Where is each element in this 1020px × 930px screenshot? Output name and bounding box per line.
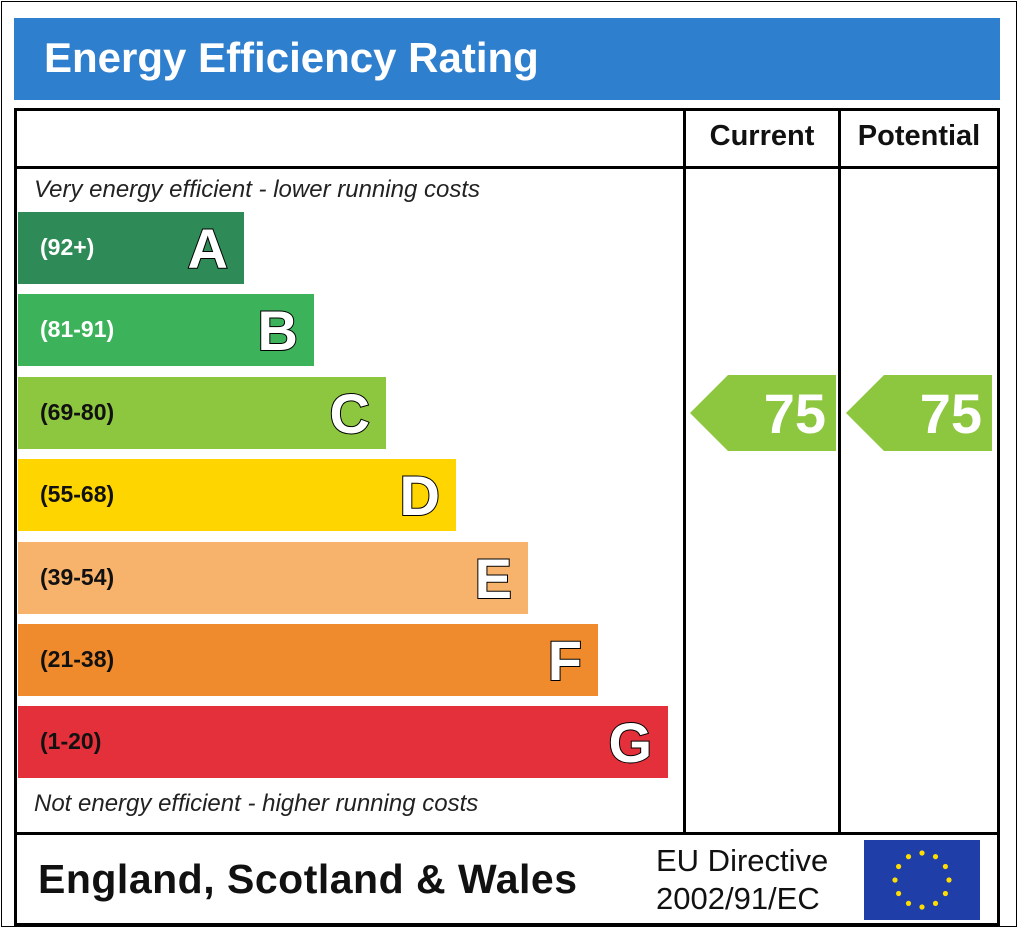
band-letter: F: [547, 628, 583, 693]
band-range-label: (1-20): [40, 728, 102, 754]
band-range-label: (92+): [40, 234, 95, 260]
eu-star: [905, 854, 912, 860]
header-divider: [14, 166, 1000, 169]
band-range-label: (21-38): [40, 646, 115, 672]
band-a: (92+) A: [18, 212, 244, 284]
band-range-label: (69-80): [40, 399, 115, 425]
eu-star: [919, 850, 925, 856]
band-c: (69-80) C: [18, 377, 386, 449]
eu-star: [942, 890, 948, 897]
title-banner: Energy Efficiency Rating: [14, 18, 1000, 100]
eu-star: [946, 877, 952, 883]
eu-directive: EU Directive 2002/91/EC: [656, 842, 828, 918]
potential-rating-arrow: 75: [846, 375, 992, 451]
band-letter: D: [399, 463, 441, 528]
current-column-header: Current: [709, 120, 815, 152]
band-g: (1-20) G: [18, 706, 668, 778]
band-letter: A: [187, 216, 229, 281]
page-title: Energy Efficiency Rating: [44, 34, 539, 81]
band-b: (81-91) B: [18, 294, 314, 366]
band-letter: C: [329, 381, 371, 446]
band-d: (55-68) D: [18, 459, 456, 531]
current-column-divider: [683, 108, 686, 834]
potential-column-header: Potential: [857, 120, 981, 152]
rating-table: [14, 108, 1000, 926]
eu-directive-line2: 2002/91/EC: [656, 881, 820, 916]
footer-divider: [14, 832, 1000, 835]
eu-star: [942, 863, 948, 870]
band-e: (39-54) E: [18, 542, 528, 614]
bottom-caption: Not energy efficient - higher running co…: [34, 790, 479, 817]
current-rating-value: 75: [763, 382, 826, 445]
eu-star: [896, 890, 902, 897]
band-letter: B: [257, 298, 299, 363]
band-range-label: (55-68): [40, 481, 115, 507]
eu-flag-icon: [864, 840, 980, 920]
band-f: (21-38) F: [18, 624, 598, 696]
band-range-label: (39-54): [40, 564, 115, 590]
eu-star: [932, 900, 939, 906]
eu-star: [932, 854, 939, 860]
eu-star: [905, 900, 912, 906]
current-rating-arrow: 75: [690, 375, 836, 451]
eu-star: [919, 904, 925, 910]
potential-rating-value: 75: [919, 382, 982, 445]
eu-directive-line1: EU Directive: [656, 843, 829, 878]
top-caption: Very energy efficient - lower running co…: [34, 176, 480, 203]
eu-star: [892, 877, 898, 883]
potential-arrow-shape: [846, 375, 992, 451]
band-letter: G: [607, 710, 653, 775]
current-arrow-shape: [690, 375, 836, 451]
footer-region: England, Scotland & Wales: [38, 856, 578, 902]
band-range-label: (81-91): [40, 316, 115, 342]
eu-star: [896, 863, 902, 870]
potential-column-divider: [838, 108, 841, 834]
band-letter: E: [474, 546, 513, 611]
